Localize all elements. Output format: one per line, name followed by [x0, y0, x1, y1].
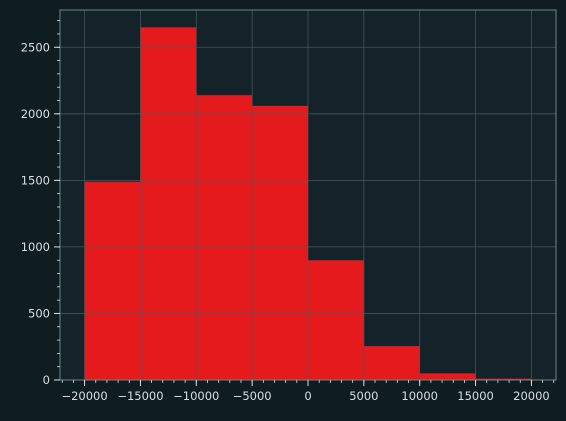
histogram-bar: [419, 373, 476, 380]
x-tick-label: −10000: [173, 389, 219, 403]
histogram-bars: [84, 27, 532, 381]
y-tick-label: 1500: [21, 173, 50, 187]
y-tick-label: 0: [43, 373, 50, 387]
x-tick-label: −5000: [233, 389, 272, 403]
histogram-bar: [363, 346, 420, 380]
y-tick-label: 500: [28, 306, 50, 320]
x-tick-label: 10000: [401, 389, 438, 403]
x-tick-label: −15000: [117, 389, 163, 403]
x-tick-label: 5000: [349, 389, 378, 403]
histogram-bar: [475, 378, 532, 380]
histogram-bar: [84, 181, 141, 380]
y-tick-label: 2000: [21, 107, 50, 121]
histogram-bar: [308, 260, 364, 380]
x-tick-label: 20000: [513, 389, 550, 403]
grid-lines: [60, 10, 556, 381]
histogram-bar: [252, 105, 308, 381]
y-tick-label: 1000: [21, 240, 50, 254]
x-tick-label: 0: [304, 389, 311, 403]
x-tick-label: −20000: [61, 389, 107, 403]
axes: −20000 −15000 −10000 −5000 0 5000 10000 15000 20…: [21, 9, 557, 403]
histogram-bar: [196, 95, 253, 380]
histogram-bar: [140, 27, 197, 381]
x-tick-label: 15000: [457, 389, 494, 403]
y-tick-label: 2500: [21, 40, 50, 54]
